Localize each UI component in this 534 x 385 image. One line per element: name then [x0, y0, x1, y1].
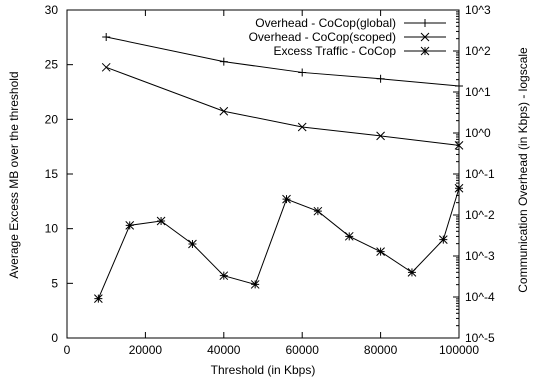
data-point-star: [219, 271, 229, 281]
x-tick-label: 0: [64, 343, 71, 357]
x-tick-label: 40000: [207, 343, 241, 357]
data-point-cross: [101, 62, 111, 72]
data-point-star: [156, 216, 166, 226]
plot-frame: [66, 9, 460, 339]
y2-tick-label: 10^-1: [465, 167, 495, 181]
y2-tick-label: 10^-5: [465, 331, 495, 345]
y2-tick-label: 10^-4: [465, 290, 495, 304]
y2-tick-label: 10^2: [465, 44, 491, 58]
data-point-plus: [219, 57, 228, 66]
y-axis-label: Average Excess MB over the threshold: [7, 71, 21, 278]
y2-axis-label: Communication Overhead (in Kbps) - logsc…: [516, 47, 530, 293]
x-axis-label: Threshold (in Kbps): [211, 363, 316, 377]
y-tick-label: 10: [45, 222, 59, 236]
y2-tick-label: 10^-2: [465, 208, 495, 222]
y-tick-label: 5: [51, 276, 58, 290]
legend-label: Excess Traffic - CoCop: [274, 44, 397, 58]
data-point-star: [94, 294, 103, 303]
data-point-star: [250, 280, 260, 289]
x-tick-label: 100000: [439, 343, 479, 357]
series: [102, 32, 463, 91]
data-point-cross: [376, 131, 385, 141]
data-point-star: [344, 231, 354, 241]
data-point-star: [125, 221, 135, 230]
data-point-plus: [102, 32, 111, 41]
legend-label: Overhead - CoCop(global): [255, 16, 396, 30]
data-point-cross: [454, 140, 464, 150]
y2-tick-label: 10^3: [465, 3, 491, 17]
y-tick-label: 20: [45, 112, 59, 126]
y-tick-label: 25: [45, 58, 59, 72]
data-point-star: [407, 268, 417, 277]
data-point-plus: [421, 19, 429, 27]
series: [101, 62, 464, 150]
data-point-star: [188, 239, 197, 249]
legend: Overhead - CoCop(global)Overhead - CoCop…: [249, 16, 446, 58]
data-point-star: [313, 206, 323, 216]
x-tick-label: 60000: [286, 343, 320, 357]
data-point-plus: [298, 68, 307, 77]
data-point-star: [420, 46, 430, 56]
legend-label: Overhead - CoCop(scoped): [249, 30, 396, 44]
data-point-plus: [376, 74, 385, 83]
series: [94, 183, 464, 303]
data-point-cross: [297, 122, 307, 132]
series-layer: [94, 32, 464, 303]
y2-tick-label: 10^-3: [465, 249, 495, 263]
data-point-star: [376, 247, 385, 256]
series-line: [106, 66, 460, 146]
data-point-star: [454, 183, 464, 193]
y-tick-label: 0: [51, 331, 58, 345]
y-tick-label: 30: [45, 3, 59, 17]
x-tick-label: 80000: [364, 343, 398, 357]
y2-tick-label: 10^1: [465, 85, 491, 99]
data-point-star: [438, 235, 448, 244]
x-tick-label: 20000: [129, 343, 163, 357]
data-point-cross: [219, 106, 229, 116]
series-line: [97, 188, 460, 299]
data-point-star: [282, 194, 291, 204]
y2-tick-label: 10^0: [465, 126, 491, 140]
data-point-plus: [455, 82, 463, 91]
y-tick-label: 15: [45, 167, 59, 181]
axes: 0 20000 40000 60000 80000 100000 0 5 10 15 20 25 30 1…: [45, 3, 495, 357]
data-point-cross: [420, 32, 430, 42]
